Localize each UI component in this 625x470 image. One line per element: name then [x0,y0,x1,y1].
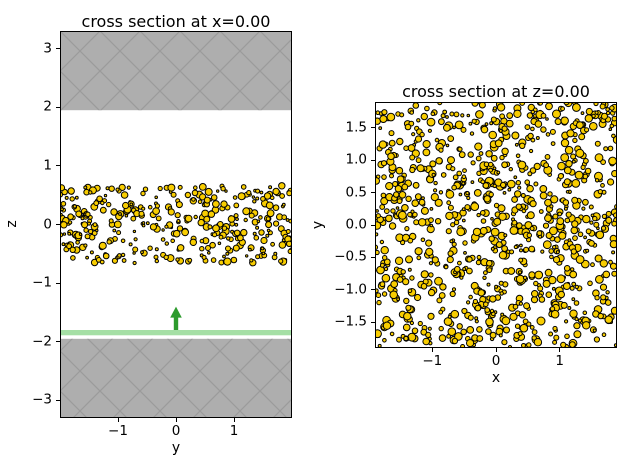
y-tick-mark [56,106,60,108]
x-tick-mark [175,418,177,422]
x-tick-label: −1 [108,423,128,439]
y-tick-mark [371,127,375,129]
y-tick-mark [371,256,375,258]
y-tick-mark [56,282,60,284]
y-tick-label: 0.0 [345,216,367,233]
plot-area [375,102,617,348]
y-tick-label: 1.5 [345,119,367,136]
plot-area [60,31,292,418]
piston-line [60,330,292,336]
x-tick-mark [233,418,235,422]
y-tick-mark [371,321,375,323]
x-axis-label: x [491,370,501,386]
chart-title: cross section at z=0.00 [402,82,590,101]
axes-spine [375,102,617,348]
particles [375,102,617,348]
axes-spine [60,31,292,418]
chart-title: cross section at x=0.00 [81,12,271,31]
y-tick-mark [371,159,375,161]
x-tick-label: 0 [171,423,181,439]
y-tick-label: 3 [43,40,52,57]
y-tick-mark [56,399,60,401]
y-tick-mark [56,224,60,225]
x-tick-mark [117,418,119,422]
y-tick-label: 1 [43,157,52,174]
y-tick-label: −1 [32,274,52,291]
hatched-wall [60,31,292,111]
y-tick-label: 0.5 [345,184,367,201]
y-tick-label: 0 [43,216,52,232]
x-tick-mark [495,348,497,352]
y-tick-label: −2 [32,333,52,350]
y-tick-mark [371,192,375,194]
y-tick-label: −3 [32,391,52,408]
y-tick-mark [56,48,60,50]
y-tick-label: −1.5 [334,313,367,330]
x-tick-label: 1 [555,353,564,369]
hatched-wall [60,338,292,418]
y-tick-label: −0.5 [334,248,367,265]
x-tick-label: −1 [422,353,443,369]
y-tick-mark [371,224,375,226]
x-tick-mark [559,348,561,352]
y-tick-mark [56,341,60,343]
y-tick-mark [56,165,60,167]
x-tick-label: 1 [229,423,239,439]
piston-arrow [170,306,182,330]
x-tick-mark [431,348,433,352]
particles [60,182,292,267]
y-tick-label: −1.0 [334,281,367,298]
x-axis-label: y [171,440,181,456]
y-tick-label: 1.0 [345,151,367,168]
y-tick-label: 2 [43,98,52,115]
x-tick-label: 0 [491,353,501,369]
y-tick-mark [371,289,375,291]
